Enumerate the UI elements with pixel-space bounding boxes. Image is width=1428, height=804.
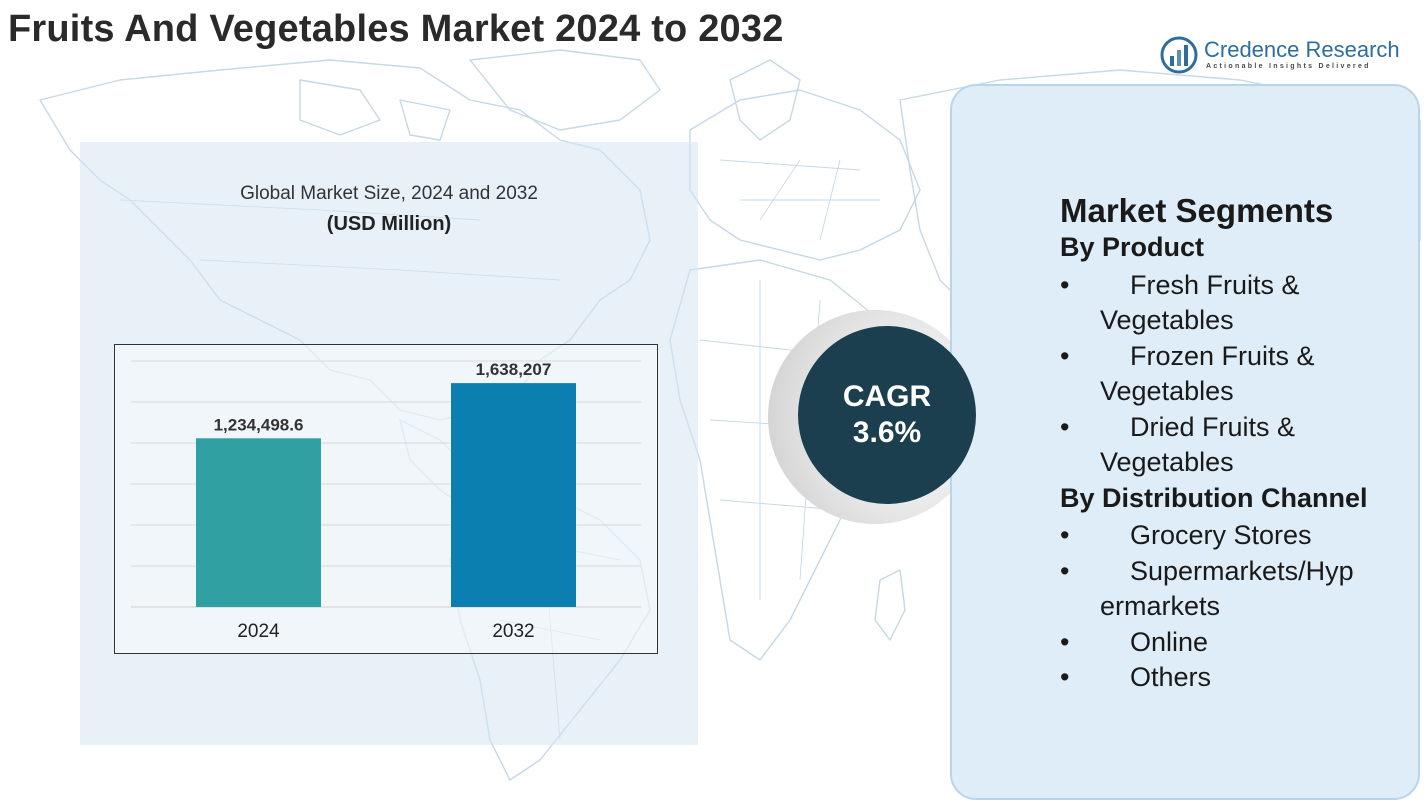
map-madagascar: [874, 569, 906, 641]
chart-frame: 1,234,498.6 2024 1,638,207 2032: [114, 344, 658, 654]
segments-title: Market Segments: [1060, 192, 1334, 229]
segments-panel: [950, 84, 1420, 800]
bullet: •: [1060, 520, 1070, 550]
map-greenland: [469, 49, 661, 131]
bullet: •: [1060, 627, 1070, 657]
segment-label: Grocery Stores: [1130, 520, 1312, 550]
bar-chart-logo-icon: [1160, 36, 1198, 74]
by-distribution-title: By Distribution Channel: [1060, 483, 1368, 513]
segment-label: Dried Fruits &: [1130, 412, 1296, 442]
x-tick-label-2032: 2032: [492, 621, 534, 642]
chart-title: Global Market Size, 2024 and 2032: [240, 183, 538, 204]
logo-name: Credence Research: [1204, 37, 1400, 62]
cagr-label: CAGR: [842, 380, 932, 413]
segment-label-continued: Vegetables: [1100, 447, 1234, 477]
by-product-title: By Product: [1060, 232, 1205, 262]
logo-tagline: Actionable Insights Delivered: [1206, 63, 1371, 70]
data-label-2032: 1,638,207: [476, 360, 552, 379]
chart-unit-label: (USD Million): [326, 213, 452, 235]
data-label-2024: 1,234,498.6: [214, 415, 304, 434]
bar-2032: [451, 383, 576, 607]
bullet: •: [1060, 412, 1070, 442]
segment-label: Fresh Fruits &: [1130, 270, 1300, 300]
bullet: •: [1060, 270, 1070, 300]
page-title: Fruits And Vegetables Market 2024 to 203…: [8, 8, 784, 50]
segment-label: Online: [1130, 627, 1209, 657]
bullet: •: [1060, 662, 1070, 692]
bar-chart: 1,234,498.6 2024 1,638,207 2032: [131, 360, 641, 642]
segment-label: Supermarkets/Hyp: [1130, 556, 1354, 586]
map-europe: [689, 89, 921, 261]
segment-label: Frozen Fruits &: [1130, 341, 1315, 371]
x-tick-label-2024: 2024: [237, 621, 280, 642]
cagr-badge: CAGR 3.6%: [798, 326, 976, 504]
cagr-value: 3.6%: [852, 416, 922, 449]
bullet: •: [1060, 341, 1070, 371]
credence-logo: Credence Research Actionable Insights De…: [1160, 36, 1400, 76]
bullet: •: [1060, 556, 1070, 586]
segment-label-continued: Vegetables: [1100, 305, 1234, 335]
bar-2024: [196, 438, 321, 607]
segment-label: Others: [1130, 662, 1212, 692]
map-scandinavia: [729, 59, 801, 141]
map-canada-islands: [299, 79, 451, 141]
segment-label-continued: Vegetables: [1100, 376, 1234, 406]
segment-label-continued: ermarkets: [1100, 591, 1221, 621]
